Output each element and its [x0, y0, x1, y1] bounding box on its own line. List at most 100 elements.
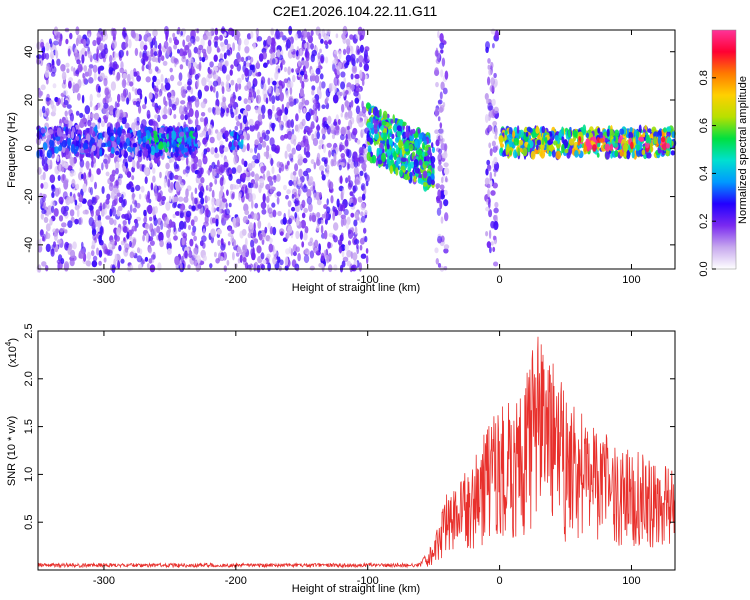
- spectrogram-cell: [350, 212, 355, 218]
- spectrogram-cell: [275, 173, 281, 182]
- spectrogram-cell: [332, 121, 338, 126]
- spectrogram-cell: [220, 188, 223, 198]
- spectrogram-cell: [247, 232, 252, 239]
- spectrogram-cell: [299, 76, 303, 84]
- spectrogram-cell: [195, 36, 200, 42]
- spectrogram-cell: [192, 162, 198, 170]
- spectrogram-cell: [313, 112, 317, 121]
- spectrogram-cell: [252, 42, 256, 50]
- spectrogram-cell: [156, 92, 162, 97]
- spectrogram-cell: [486, 183, 491, 189]
- spectrogram-cell: [201, 235, 207, 242]
- spectrogram-cell: [166, 141, 170, 148]
- spectrogram-cell: [340, 144, 345, 151]
- spectrogram-cell: [279, 31, 284, 38]
- spectrogram-cell: [320, 252, 325, 262]
- spectrogram-cell: [437, 99, 443, 105]
- spectrogram-cell: [159, 171, 162, 179]
- spectrogram-cell: [244, 85, 249, 91]
- spectrogram-cell: [260, 201, 267, 210]
- spectrogram-cell: [626, 150, 631, 160]
- spectrogram-cell: [75, 37, 79, 47]
- spectrogram-cell: [247, 264, 252, 270]
- spectrogram-cell: [324, 211, 329, 220]
- spectrogram-cell: [64, 229, 68, 234]
- spectrogram-cell: [297, 188, 303, 195]
- spectrogram-cell: [353, 166, 359, 176]
- spectrogram-cell: [241, 73, 245, 80]
- spectrogram-cell: [242, 256, 247, 263]
- spectrogram-cell: [249, 222, 253, 230]
- spectrogram-cell: [298, 168, 303, 178]
- spectrogram-cell: [357, 49, 360, 55]
- spectrogram-cell: [168, 130, 172, 139]
- spectrogram-cell: [79, 166, 83, 174]
- spectrogram-cell: [92, 234, 97, 241]
- spectrogram-cell: [256, 60, 260, 68]
- spectrogram-cell: [249, 148, 254, 154]
- spectrogram-cell: [352, 185, 358, 192]
- spectrogram-cell: [145, 143, 150, 150]
- spectrogram-cell: [152, 210, 156, 216]
- spectrogram-cell: [214, 152, 220, 159]
- spectrogram-cell: [253, 222, 256, 231]
- spectrogram-cell: [200, 112, 206, 117]
- spectrogram-cell: [304, 42, 308, 49]
- y-tick-label: 40: [23, 46, 35, 58]
- spectrogram-cell: [98, 42, 105, 52]
- spectrogram-cell: [221, 174, 224, 181]
- spectrogram-cell: [182, 39, 186, 47]
- spectrogram-cell: [431, 142, 434, 149]
- spectrogram-cell: [342, 48, 347, 56]
- spectrogram-cell: [60, 97, 64, 106]
- spectrogram-cell: [272, 209, 277, 218]
- spectrogram-cell: [435, 47, 439, 57]
- spectrogram-cell: [609, 143, 614, 152]
- spectrogram-cell: [363, 227, 367, 234]
- spectrogram-cell: [131, 175, 135, 181]
- spectrogram-cell: [202, 35, 209, 41]
- spectrogram-cell: [440, 216, 444, 224]
- spectrogram-cell: [254, 181, 259, 189]
- spectrogram-cell: [287, 200, 292, 208]
- spectrogram-cell: [62, 89, 69, 95]
- spectrogram-cell: [321, 174, 326, 181]
- spectrogram-cell: [149, 223, 154, 233]
- spectrogram-x-ticks: -300 -200 -100 0 100: [93, 30, 641, 286]
- spectrogram-cell: [304, 99, 310, 106]
- spectrogram-cell: [382, 110, 388, 120]
- spectrogram-cell: [151, 81, 155, 89]
- spectrogram-cell: [76, 59, 81, 65]
- spectrogram-cell: [422, 151, 425, 158]
- spectrogram-cell: [162, 114, 168, 120]
- spectrogram-cell: [350, 202, 354, 207]
- spectrogram-cell: [175, 97, 180, 106]
- spectrogram-cell: [132, 159, 136, 169]
- spectrogram-cell: [258, 53, 264, 62]
- spectrogram-cell: [135, 100, 141, 107]
- spectrogram-cell: [340, 71, 346, 78]
- spectrogram-cell: [302, 135, 306, 143]
- spectrogram-cell: [121, 78, 127, 89]
- spectrogram-cell: [63, 119, 69, 125]
- spectrogram-cell: [442, 151, 448, 159]
- spectrogram-cell: [41, 158, 45, 167]
- spectrogram-cell: [193, 235, 198, 242]
- spectrogram-cell: [287, 66, 291, 76]
- spectrogram-cell: [435, 183, 441, 189]
- spectrogram-cell: [187, 264, 191, 270]
- snr-scale-label: (x104): [4, 338, 19, 368]
- spectrogram-cell: [555, 150, 561, 160]
- spectrogram-cell: [93, 126, 98, 132]
- spectrogram-cell: [485, 231, 489, 237]
- spectrogram-cell: [609, 128, 614, 139]
- spectrogram-cell: [323, 116, 328, 122]
- y-tick-label: 1.0: [23, 467, 35, 482]
- spectrogram-cell: [318, 262, 324, 268]
- spectrogram-cell: [487, 102, 493, 112]
- spectrogram-cell: [166, 248, 172, 255]
- spectrogram-cell: [230, 105, 233, 114]
- spectrogram-cell: [207, 184, 211, 190]
- spectrogram-cell: [641, 149, 646, 156]
